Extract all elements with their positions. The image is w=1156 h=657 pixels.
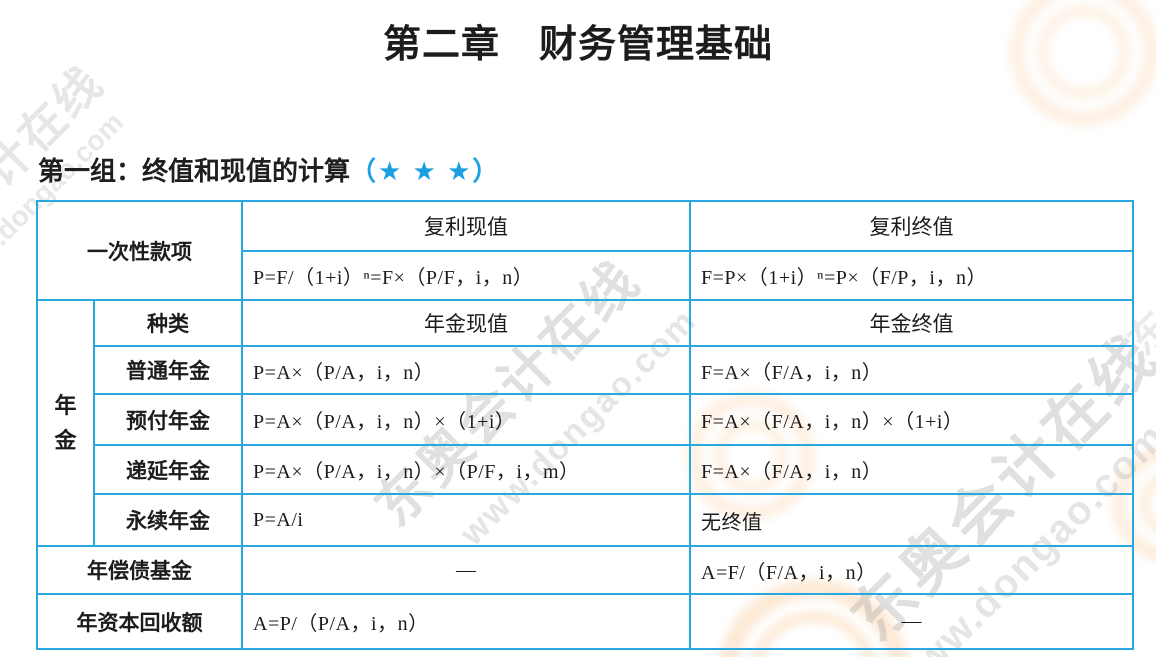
annuity-vertical-label: 年金 (54, 392, 77, 453)
cell-capital-recovery-fv: — (689, 593, 1134, 650)
section-star-rating: （★ ★ ★） (350, 156, 501, 186)
table-row: 普通年金 P=A×（P/A，i，n） F=A×（F/A，i，n） (37, 345, 1134, 395)
cell-annuity-fv-header: 年金终值 (689, 299, 1134, 347)
cell-annuity-due-label: 预付年金 (93, 393, 243, 446)
cell-perpetuity-pv: P=A/i (241, 493, 691, 547)
table-row: 递延年金 P=A×（P/A，i，n）×（P/F，i，m） F=A×（F/A，i，… (37, 444, 1134, 495)
cell-capital-recovery-pv: A=P/（P/A，i，n） (241, 593, 691, 650)
cell-ordinary-annuity-label: 普通年金 (93, 345, 243, 395)
cell-compound-fv-header: 复利终值 (689, 200, 1134, 252)
cell-deferred-annuity-fv: F=A×（F/A，i，n） (689, 444, 1134, 495)
table-row: 预付年金 P=A×（P/A，i，n）×（1+i） F=A×（F/A，i，n）×（… (37, 393, 1134, 446)
cell-sinking-fund-label: 年偿债基金 (36, 545, 243, 595)
cell-capital-recovery-label: 年资本回收额 (36, 593, 243, 650)
cell-sinking-fund-pv: — (241, 545, 691, 595)
cell-lump-sum-label: 一次性款项 (36, 200, 243, 301)
table-row: 一次性款项 复利现值 复利终值 (36, 200, 1134, 301)
cell-annuity-due-fv: F=A×（F/A，i，n）×（1+i） (689, 393, 1134, 446)
cell-compound-pv-header: 复利现值 (241, 200, 691, 252)
section-heading-text: 第一组：终值和现值的计算 (38, 156, 351, 186)
cell-ordinary-annuity-pv: P=A×（P/A，i，n） (241, 345, 691, 395)
cell-compound-fv-formula: F=P×（1+i）ⁿ=P×（F/P，i，n） (689, 250, 1134, 301)
section-heading: 第一组：终值和现值的计算（★ ★ ★） (38, 151, 500, 188)
cell-annuity-due-pv: P=A×（P/A，i，n）×（1+i） (241, 393, 691, 446)
table-row: P=F/（1+i）ⁿ=F×（P/F，i，n） F=P×（1+i）ⁿ=P×（F/P… (37, 250, 1134, 301)
cell-perpetuity-fv: 无终值 (689, 493, 1134, 547)
cell-ordinary-annuity-fv: F=A×（F/A，i，n） (689, 345, 1134, 395)
table-row: 年偿债基金 — A=F/（F/A，i，n） (36, 545, 1134, 595)
chapter-title: 第二章 财务管理基础 (382, 24, 773, 66)
cell-sinking-fund-fv: A=F/（F/A，i，n） (689, 545, 1134, 595)
cell-annuity-pv-header: 年金现值 (241, 299, 691, 347)
table-row: 年金 种类 年金现值 年金终值 (36, 299, 1134, 547)
table-row: 年资本回收额 A=P/（P/A，i，n） — (36, 593, 1134, 650)
cell-perpetuity-label: 永续年金 (93, 493, 243, 547)
cell-compound-pv-formula: P=F/（1+i）ⁿ=F×（P/F，i，n） (241, 250, 691, 301)
table-row: 永续年金 P=A/i 无终值 (37, 493, 1134, 547)
cell-deferred-annuity-pv: P=A×（P/A，i，n）×（P/F，i，m） (241, 444, 691, 495)
cell-deferred-annuity-label: 递延年金 (93, 444, 243, 495)
cell-annuity-type-header: 种类 (93, 299, 243, 347)
cell-annuity-label: 年金 (36, 299, 95, 547)
fv-pv-formula-table: 一次性款项 复利现值 复利终值 P=F/（1+i）ⁿ=F×（P/F，i，n） F… (36, 200, 1134, 650)
